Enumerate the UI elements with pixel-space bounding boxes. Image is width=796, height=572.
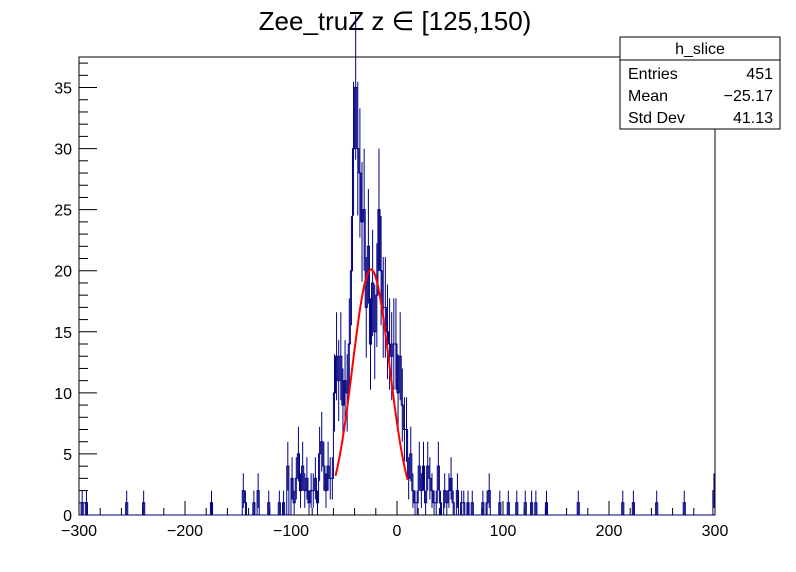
x-tick-label: −100 [273, 523, 309, 540]
histogram-outline [79, 87, 715, 516]
stats-box-title: h_slice [675, 41, 725, 58]
y-tick-label: 30 [54, 142, 72, 159]
histogram-bins [79, 87, 715, 516]
stats-entries-label: Entries [628, 66, 678, 83]
stats-mean-label: Mean [628, 88, 668, 105]
x-tick-label: 300 [702, 523, 729, 540]
y-tick-label: 25 [54, 203, 72, 220]
stats-stddev-value: 41.13 [733, 110, 773, 127]
stats-stddev-label: Std Dev [628, 110, 685, 127]
stats-box-frame [619, 36, 781, 130]
y-tick-label: 5 [63, 447, 72, 464]
y-tick-label: 15 [54, 325, 72, 342]
stats-mean-value: −25.17 [724, 88, 773, 105]
x-tick-label: 200 [596, 523, 623, 540]
stats-box: h_slice Entries 451 Mean −25.17 Std Dev … [619, 36, 781, 130]
y-tick-label: 10 [54, 386, 72, 403]
x-tick-label: −200 [167, 523, 203, 540]
y-tick-label: 35 [54, 81, 72, 98]
chart-title: Zee_truZ z ∈ [125,150) [259, 6, 532, 36]
gaussian-fit-curve [334, 268, 409, 481]
x-tick-label: 0 [393, 523, 402, 540]
stats-entries-value: 451 [746, 66, 773, 83]
x-tick-label: −300 [61, 523, 97, 540]
y-tick-label: 20 [54, 264, 72, 281]
error-bars [81, 15, 715, 515]
y-tick-label: 0 [63, 508, 72, 525]
y-axis: 0 5 10 15 20 25 30 35 [54, 62, 97, 525]
x-tick-label: 100 [490, 523, 517, 540]
